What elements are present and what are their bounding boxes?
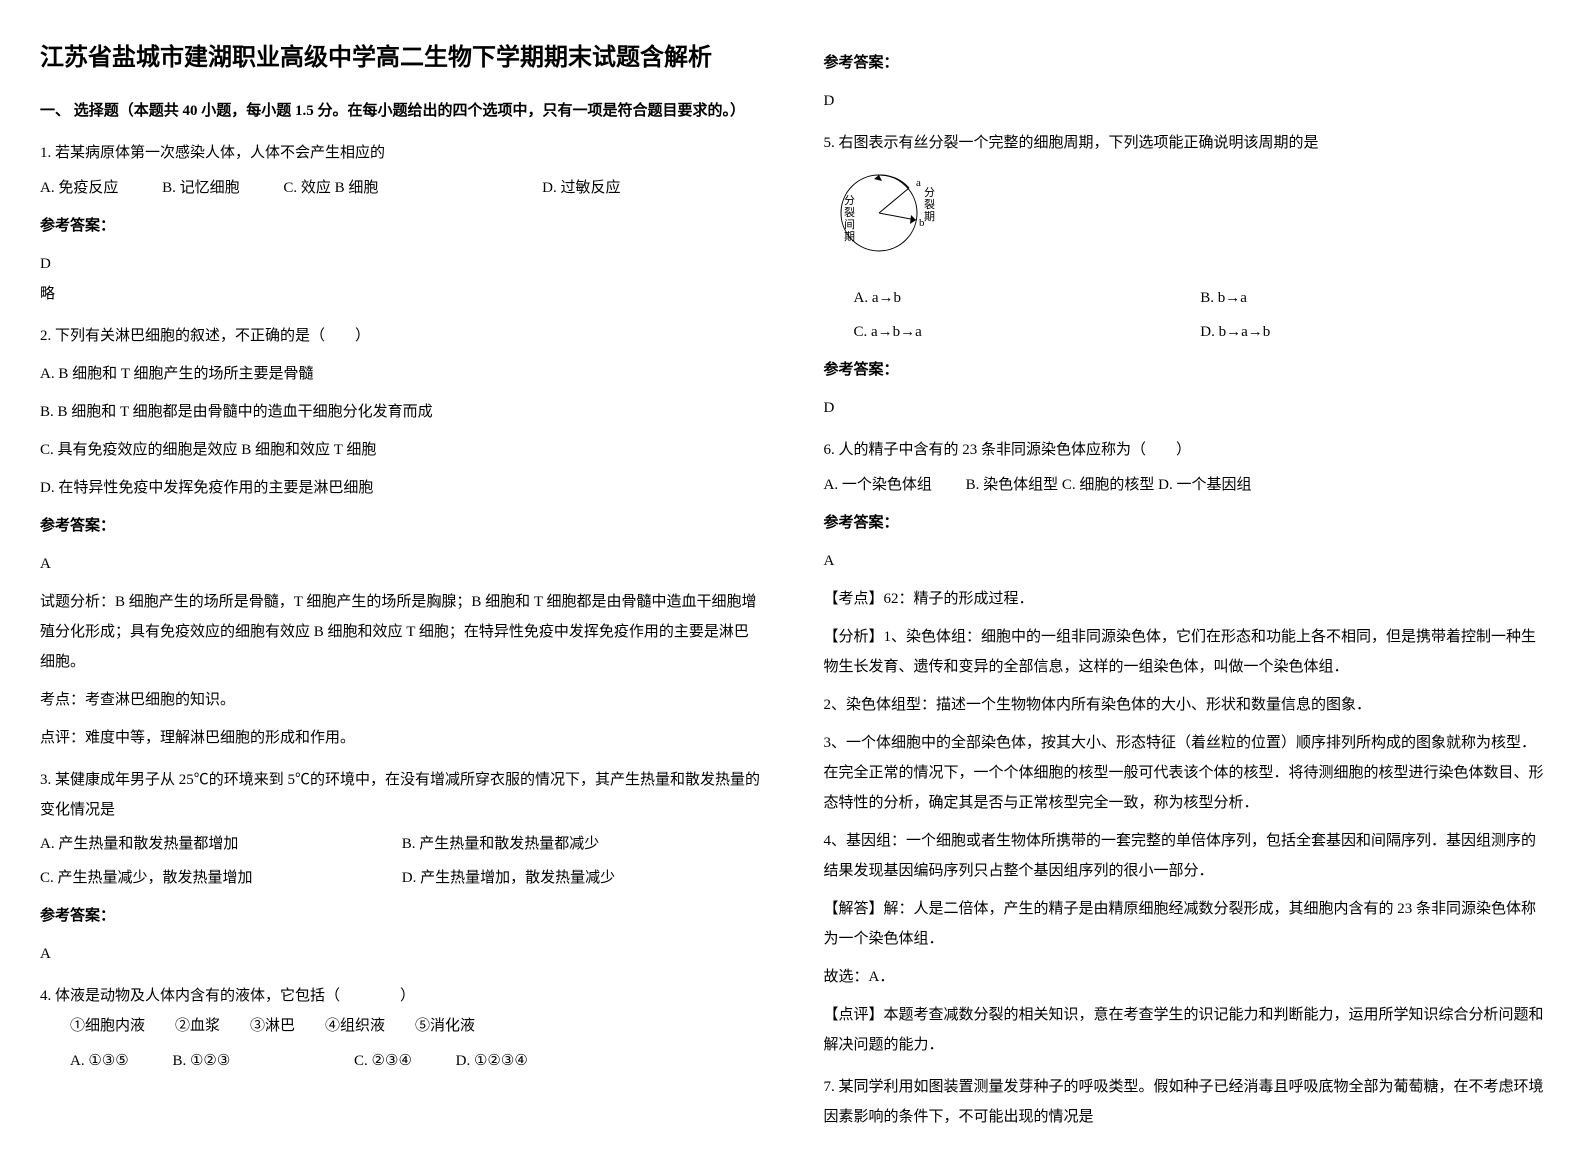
q4-options: A. ①③⑤ B. ①②③ C. ②③④ D. ①②③④	[40, 1046, 764, 1076]
q5-stem: 5. 右图表示有丝分裂一个完整的细胞周期，下列选项能正确说明该周期的是	[824, 128, 1548, 158]
q2-stem: 2. 下列有关淋巴细胞的叙述，不正确的是（ ）	[40, 321, 764, 351]
svg-text:裂: 裂	[844, 206, 855, 219]
q5-answer-label: 参考答案：	[824, 355, 1548, 385]
q7-stem: 7. 某同学利用如图装置测量发芽种子的呼吸类型。假如种子已经消毒且呼吸底物全部为…	[824, 1072, 1548, 1132]
question-6: 6. 人的精子中含有的 23 条非同源染色体应称为（ ） A. 一个染色体组 B…	[824, 435, 1548, 1060]
question-3: 3. 某健康成年男子从 25℃的环境来到 5℃的环境中，在没有增减所穿衣服的情况…	[40, 765, 764, 969]
svg-text:分: 分	[924, 186, 935, 199]
q5-opt-a: A. a→b	[854, 283, 1201, 313]
q2-kaodian: 考点：考查淋巴细胞的知识。	[40, 685, 764, 715]
right-column: 参考答案： D 5. 右图表示有丝分裂一个完整的细胞周期，下列选项能正确说明该周…	[824, 40, 1548, 1132]
q4-opt-b: B. ①②③	[172, 1046, 230, 1076]
q2-opt-d: D. 在特异性免疫中发挥免疫作用的主要是淋巴细胞	[40, 473, 764, 503]
q1-opt-c: C. 效应 B 细胞	[283, 173, 378, 203]
q5-figure: a b 分 裂 间 期 分 裂 期	[824, 168, 954, 269]
q3-answer-label: 参考答案：	[40, 901, 764, 931]
q3-opt-c: C. 产生热量减少，散发热量增加	[40, 863, 402, 893]
q2-opt-b: B. B 细胞和 T 细胞都是由骨髓中的造血干细胞分化发育而成	[40, 397, 764, 427]
q6-fenxi3: 3、一个体细胞中的全部染色体，按其大小、形态特征（着丝粒的位置）顺序排列所构成的…	[824, 728, 1548, 818]
q6-stem: 6. 人的精子中含有的 23 条非同源染色体应称为（ ）	[824, 435, 1548, 465]
svg-text:期: 期	[844, 230, 855, 243]
q6-opt-b: B. 染色体组型	[966, 477, 1059, 493]
q3-stem: 3. 某健康成年男子从 25℃的环境来到 5℃的环境中，在没有增减所穿衣服的情况…	[40, 765, 764, 825]
q5-opt-b: B. b→a	[1200, 283, 1547, 313]
q1-options: A. 免疫反应 B. 记忆细胞 C. 效应 B 细胞 D. 过敏反应	[40, 173, 764, 203]
q6-answer-label: 参考答案：	[824, 508, 1548, 538]
document-title: 江苏省盐城市建湖职业高级中学高二生物下学期期末试题含解析	[40, 40, 764, 76]
svg-text:期: 期	[924, 210, 935, 223]
q6-guxuan: 故选：A．	[824, 962, 1548, 992]
svg-text:a: a	[916, 177, 921, 189]
q4-stem: 4. 体液是动物及人体内含有的液体，它包括（ ）	[40, 981, 764, 1011]
section-header: 一、 选择题（本题共 40 小题，每小题 1.5 分。在每小题给出的四个选项中，…	[40, 96, 764, 126]
q4-opt-c: C. ②③④	[354, 1046, 412, 1076]
q3-opts-row1: A. 产生热量和散发热量都增加 B. 产生热量和散发热量都减少	[40, 829, 764, 859]
q6-opt-a: A. 一个染色体组	[824, 477, 932, 493]
q2-answer: A	[40, 549, 764, 579]
q4-answer: D	[824, 86, 1548, 116]
q6-kaodian: 【考点】62：精子的形成过程．	[824, 584, 1548, 614]
question-4: 4. 体液是动物及人体内含有的液体，它包括（ ） ①细胞内液 ②血浆 ③淋巴 ④…	[40, 981, 764, 1076]
question-2: 2. 下列有关淋巴细胞的叙述，不正确的是（ ） A. B 细胞和 T 细胞产生的…	[40, 321, 764, 753]
q1-stem: 1. 若某病原体第一次感染人体，人体不会产生相应的	[40, 138, 764, 168]
q4-opt-d: D. ①②③④	[456, 1046, 528, 1076]
q2-answer-label: 参考答案：	[40, 511, 764, 541]
q3-opts-row2: C. 产生热量减少，散发热量增加 D. 产生热量增加，散发热量减少	[40, 863, 764, 893]
q2-opt-c: C. 具有免疫效应的细胞是效应 B 细胞和效应 T 细胞	[40, 435, 764, 465]
q5-opt-d: D. b→a→b	[1200, 317, 1547, 347]
q1-opt-a: A. 免疫反应	[40, 173, 118, 203]
q1-opt-b: B. 记忆细胞	[162, 173, 240, 203]
q6-jieda: 【解答】解：人是二倍体，产生的精子是由精原细胞经减数分裂形成，其细胞内含有的 2…	[824, 894, 1548, 954]
q6-dianping: 【点评】本题考查减数分裂的相关知识，意在考查学生的识记能力和判断能力，运用所学知…	[824, 1000, 1548, 1060]
q5-opts-row1: A. a→b B. b→a	[824, 283, 1548, 313]
cell-cycle-diagram-icon: a b 分 裂 间 期 分 裂 期	[824, 168, 954, 258]
svg-text:间: 间	[844, 218, 855, 231]
q2-analysis: 试题分析：B 细胞产生的场所是骨髓，T 细胞产生的场所是胸腺；B 细胞和 T 细…	[40, 587, 764, 677]
q3-opt-a: A. 产生热量和散发热量都增加	[40, 829, 402, 859]
svg-text:分: 分	[844, 194, 855, 207]
q4-answer-label: 参考答案：	[824, 48, 1548, 78]
q4-opt-a: A. ①③⑤	[70, 1046, 129, 1076]
question-7: 7. 某同学利用如图装置测量发芽种子的呼吸类型。假如种子已经消毒且呼吸底物全部为…	[824, 1072, 1548, 1132]
q1-answer: D	[40, 249, 764, 279]
q6-options: A. 一个染色体组 B. 染色体组型 C. 细胞的核型 D. 一个基因组	[824, 470, 1548, 500]
q3-answer: A	[40, 939, 764, 969]
svg-text:裂: 裂	[924, 198, 935, 211]
q1-opt-d: D. 过敏反应	[542, 173, 620, 203]
q1-answer-label: 参考答案：	[40, 211, 764, 241]
q4-items: ①细胞内液 ②血浆 ③淋巴 ④组织液 ⑤消化液	[70, 1011, 764, 1041]
q5-answer: D	[824, 393, 1548, 423]
q1-note: 略	[40, 279, 764, 309]
q3-opt-b: B. 产生热量和散发热量都减少	[402, 829, 764, 859]
q6-opt-d: D. 一个基因组	[1158, 477, 1251, 493]
question-1: 1. 若某病原体第一次感染人体，人体不会产生相应的 A. 免疫反应 B. 记忆细…	[40, 138, 764, 309]
q5-opt-c: C. a→b→a	[854, 317, 1201, 347]
q6-fenxi1: 【分析】1、染色体组：细胞中的一组非同源染色体，它们在形态和功能上各不相同，但是…	[824, 622, 1548, 682]
q6-fenxi2: 2、染色体组型：描述一个生物物体内所有染色体的大小、形状和数量信息的图象．	[824, 690, 1548, 720]
left-column: 江苏省盐城市建湖职业高级中学高二生物下学期期末试题含解析 一、 选择题（本题共 …	[40, 40, 764, 1132]
q3-opt-d: D. 产生热量增加，散发热量减少	[402, 863, 764, 893]
q2-opt-a: A. B 细胞和 T 细胞产生的场所主要是骨髓	[40, 359, 764, 389]
q2-dianping: 点评：难度中等，理解淋巴细胞的形成和作用。	[40, 723, 764, 753]
q6-opt-c: C. 细胞的核型	[1062, 477, 1155, 493]
q6-fenxi4: 4、基因组：一个细胞或者生物体所携带的一套完整的单倍体序列，包括全套基因和间隔序…	[824, 826, 1548, 886]
question-5: 5. 右图表示有丝分裂一个完整的细胞周期，下列选项能正确说明该周期的是 a b …	[824, 128, 1548, 423]
q5-opts-row2: C. a→b→a D. b→a→b	[824, 317, 1548, 347]
q6-answer: A	[824, 546, 1548, 576]
